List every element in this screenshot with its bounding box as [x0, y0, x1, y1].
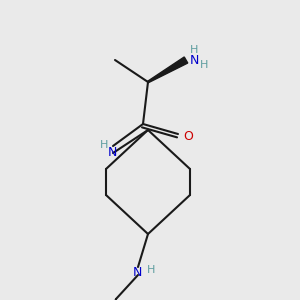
Text: N: N — [189, 55, 199, 68]
Text: N: N — [132, 266, 142, 278]
Text: H: H — [147, 265, 155, 275]
Text: H: H — [190, 45, 198, 55]
Polygon shape — [148, 57, 188, 83]
Text: H: H — [100, 140, 108, 150]
Text: N: N — [107, 146, 117, 160]
Text: H: H — [200, 60, 208, 70]
Text: O: O — [183, 130, 193, 142]
